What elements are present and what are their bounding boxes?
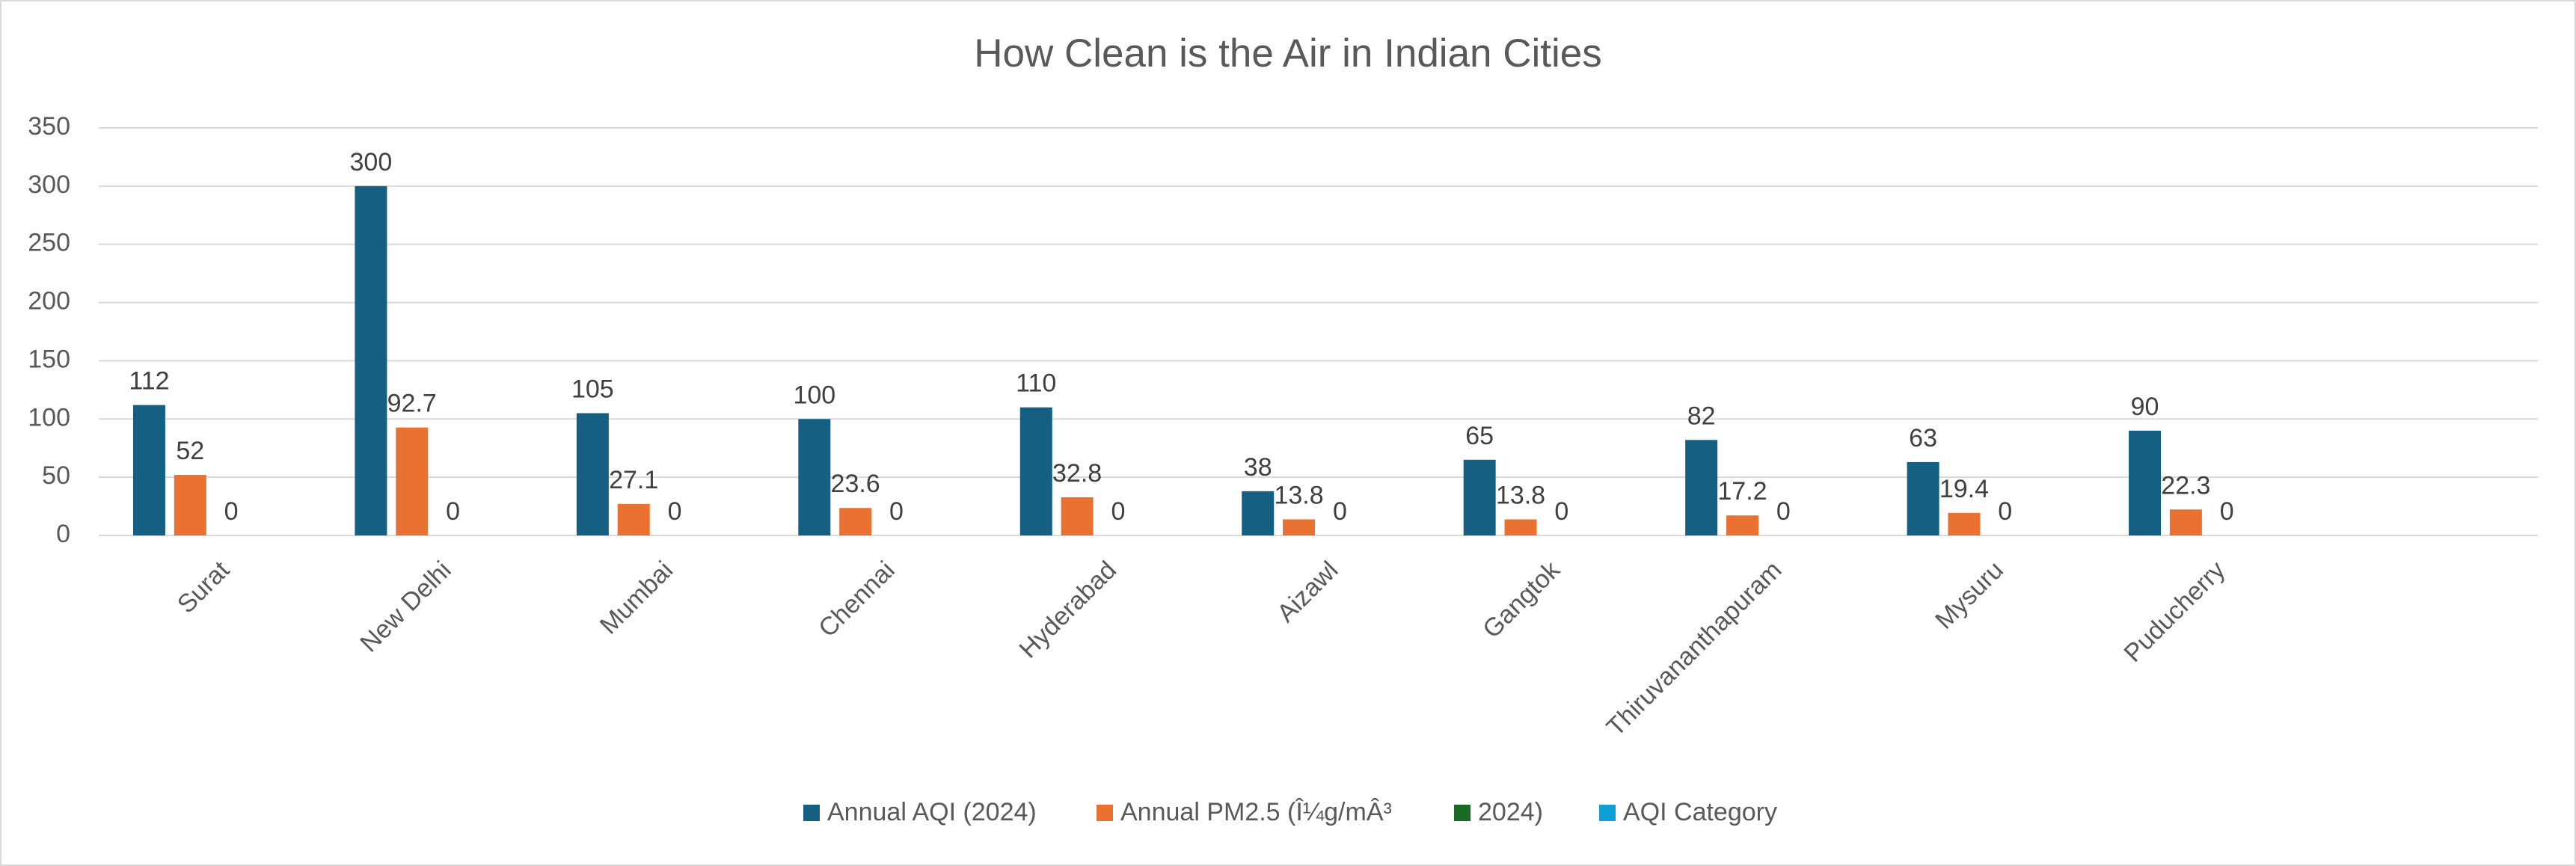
data-label: 38 bbox=[1244, 453, 1272, 482]
data-label: 0 bbox=[889, 497, 904, 526]
data-label: 63 bbox=[1909, 424, 1937, 452]
bar bbox=[1242, 491, 1275, 535]
bar bbox=[132, 405, 165, 535]
legend-swatch bbox=[1097, 805, 1113, 821]
bar bbox=[1463, 459, 1496, 535]
y-tick-label: 200 bbox=[28, 287, 70, 316]
bar bbox=[174, 475, 206, 535]
data-label: 110 bbox=[1016, 369, 1056, 398]
legend-swatch bbox=[1454, 805, 1471, 821]
data-label: 0 bbox=[1776, 497, 1791, 526]
data-label: 23.6 bbox=[831, 470, 880, 498]
data-label: 0 bbox=[1998, 497, 2012, 526]
bar bbox=[1726, 515, 1758, 535]
bar bbox=[798, 419, 831, 535]
y-tick-label: 250 bbox=[28, 229, 70, 257]
y-tick-label: 0 bbox=[56, 520, 70, 548]
bar bbox=[1948, 512, 1981, 535]
y-tick-label: 150 bbox=[28, 345, 70, 373]
data-label: 13.8 bbox=[1496, 481, 1545, 509]
data-label: 100 bbox=[793, 381, 835, 409]
data-label: 32.8 bbox=[1052, 459, 1102, 488]
bar bbox=[1019, 407, 1052, 535]
bar bbox=[2129, 430, 2162, 535]
bar bbox=[617, 503, 650, 535]
bar bbox=[1283, 519, 1316, 535]
data-label: 0 bbox=[1111, 497, 1125, 526]
chart-title: How Clean is the Air in Indian Cities bbox=[974, 31, 1602, 76]
y-tick-label: 300 bbox=[28, 171, 70, 199]
data-label: 65 bbox=[1465, 422, 1494, 450]
data-label: 0 bbox=[668, 497, 682, 526]
data-label: 22.3 bbox=[2161, 471, 2210, 500]
bar bbox=[1685, 440, 1718, 535]
data-label: 0 bbox=[446, 497, 460, 526]
legend-label: Annual AQI (2024) bbox=[827, 798, 1037, 826]
data-label: 105 bbox=[571, 375, 614, 403]
y-tick-label: 350 bbox=[28, 112, 70, 141]
bar bbox=[576, 413, 609, 535]
data-label: 0 bbox=[2220, 497, 2234, 526]
data-label: 0 bbox=[1554, 497, 1568, 526]
data-label: 112 bbox=[129, 367, 169, 396]
bar bbox=[396, 427, 429, 535]
legend-swatch bbox=[1599, 805, 1616, 821]
bar bbox=[1504, 519, 1537, 535]
data-label: 13.8 bbox=[1274, 481, 1323, 509]
legend-label: 2024) bbox=[1478, 798, 1543, 826]
data-label: 27.1 bbox=[609, 466, 658, 494]
bar bbox=[355, 185, 387, 535]
bar bbox=[2169, 509, 2202, 535]
legend-label: AQI Category bbox=[1623, 798, 1777, 826]
bar bbox=[1907, 461, 1939, 535]
legend-swatch bbox=[803, 805, 820, 821]
data-label: 19.4 bbox=[1939, 475, 1989, 503]
y-tick-label: 100 bbox=[28, 403, 70, 432]
data-label: 0 bbox=[1333, 497, 1347, 526]
data-label: 92.7 bbox=[387, 390, 437, 418]
y-tick-label: 50 bbox=[42, 461, 70, 490]
data-label: 17.2 bbox=[1717, 477, 1767, 506]
bar bbox=[1061, 497, 1094, 535]
bar bbox=[839, 508, 872, 535]
data-label: 300 bbox=[350, 148, 393, 176]
data-label: 52 bbox=[176, 437, 204, 465]
data-label: 0 bbox=[224, 497, 239, 526]
legend-label: Annual PM2.5 (Î¼g/mÂ³ bbox=[1120, 798, 1392, 826]
data-label: 82 bbox=[1687, 402, 1716, 430]
data-label: 90 bbox=[2131, 393, 2159, 421]
